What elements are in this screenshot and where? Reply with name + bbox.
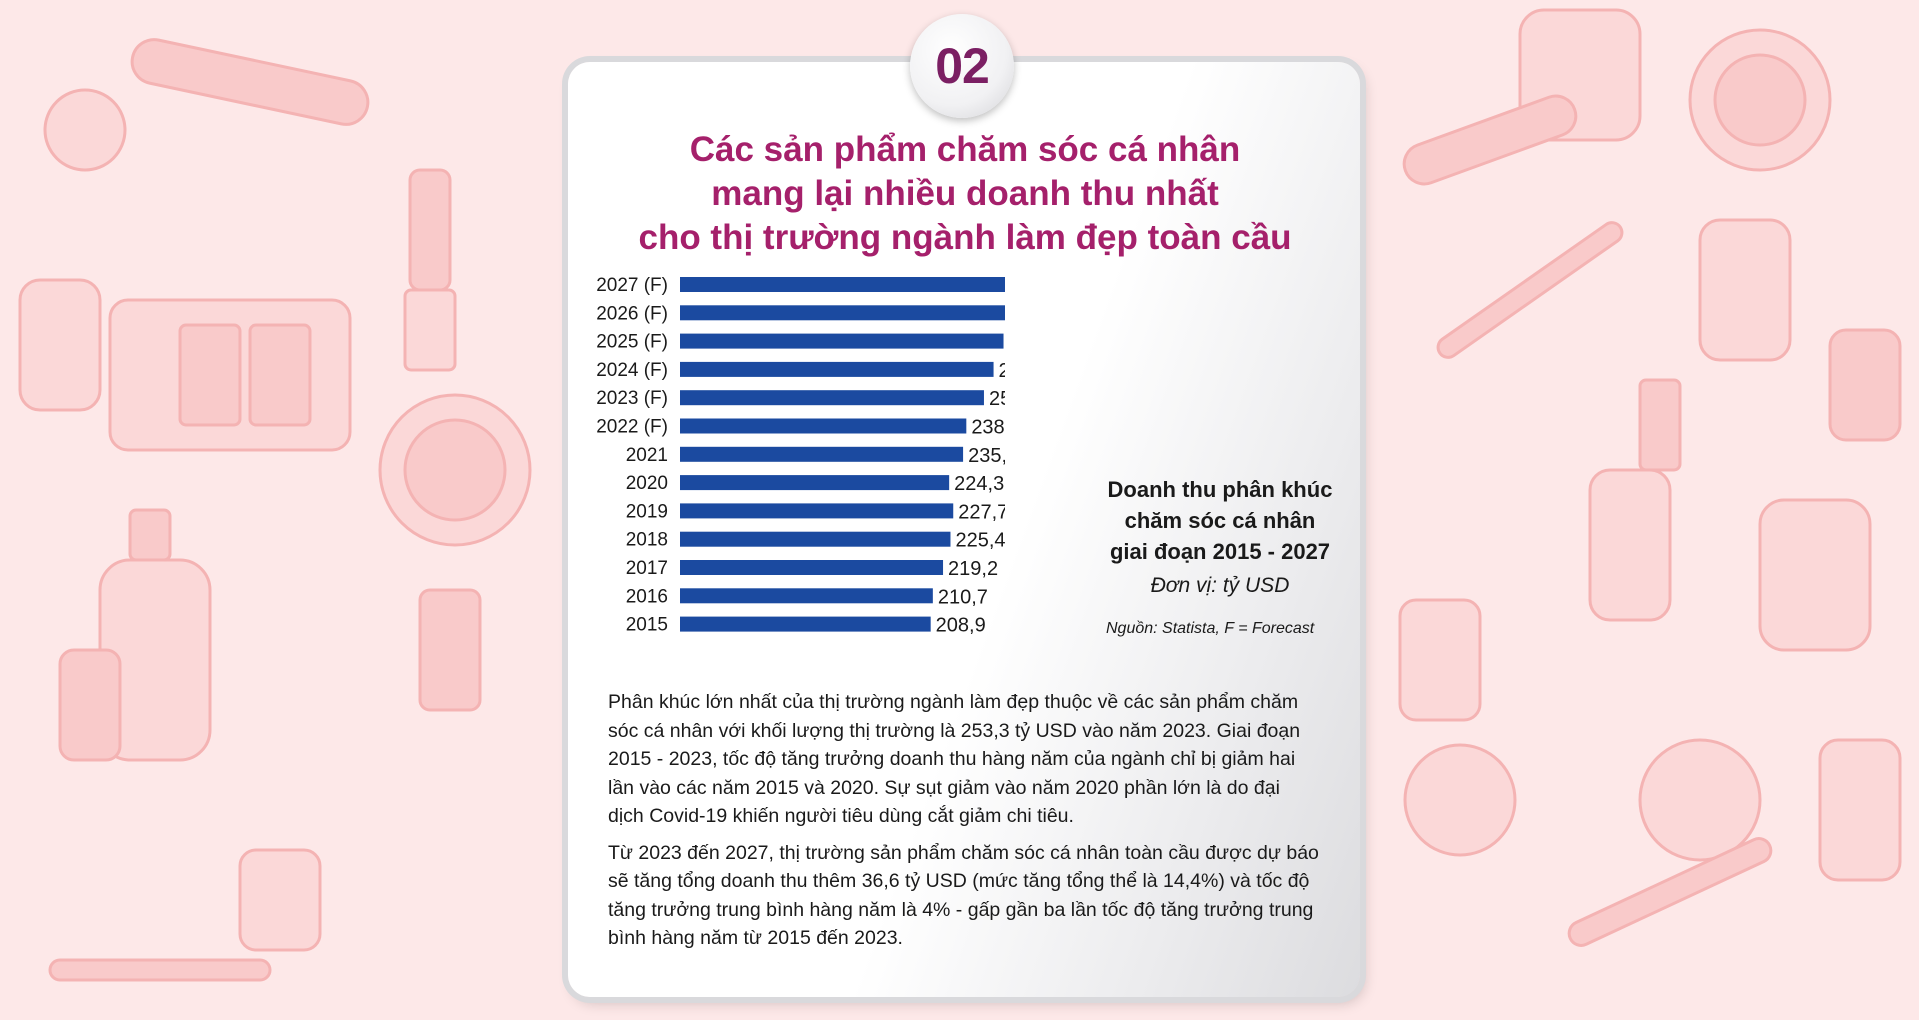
title-line-3: cho thị trường ngành làm đẹp toàn cầu [638,218,1292,257]
infographic-title: Các sản phẩm chăm sóc cá nhân mang lại n… [600,128,1330,260]
bar [680,361,994,377]
bar [680,418,967,434]
bar [680,277,1005,292]
category-label: 2019 [626,501,668,522]
legend-line-2: chăm sóc cá nhân [1124,508,1316,533]
bar-value-label: 210,7 [938,586,988,608]
category-label: 2017 [626,558,668,579]
bar-value-label: 238,6 [971,417,1005,439]
infographic-card [568,62,1360,997]
category-label: 2026 (F) [596,303,668,324]
bar [680,616,931,632]
bar [680,475,950,491]
legend-line-1: Doanh thu phân khúc [1107,477,1333,502]
category-label: 2027 (F) [596,275,668,296]
legend-unit: Đơn vị: tỷ USD [1150,574,1290,597]
article-body: Phân khúc lớn nhất của thị trường ngành … [608,688,1320,961]
bar [680,390,984,406]
bar [680,446,964,462]
legend-line-3: giai đoạn 2015 - 2027 [1109,539,1331,564]
bar-value-label: 208,9 [936,615,986,637]
section-number: 02 [935,38,990,94]
category-label: 2024 (F) [596,360,668,381]
title-line-2: mang lại nhiều doanh thu nhất [711,174,1219,213]
bar-value-label: 224,3 [954,473,1004,495]
category-label: 2015 [626,615,668,636]
bar-value-label: 261,3 [999,360,1005,382]
bar-value-label: 219,2 [948,558,998,580]
section-number-badge: 02 [910,14,1014,118]
bar-value-label: 235,9 [968,445,1005,467]
category-label: 2016 [626,586,668,607]
bar [680,503,954,519]
bar [680,560,944,575]
body-paragraph-2: Từ 2023 đến 2027, thị trường sản phẩm ch… [608,841,1319,950]
bar-value-label: 227,7 [958,501,1005,523]
title-line-1: Các sản phẩm chăm sóc cá nhân [689,130,1241,169]
category-label: 2023 (F) [596,388,668,409]
bar-value-label: 253,3 [989,388,1005,410]
bar-value-label: 225,4 [955,530,1005,552]
category-label: 2025 (F) [596,332,668,353]
bar [680,531,951,547]
body-paragraph-1: Phân khúc lớn nhất của thị trường ngành … [608,691,1301,827]
chart-legend: Doanh thu phân khúc chăm sóc cá nhân gia… [1095,474,1345,601]
bar [680,333,1004,349]
category-label: 2022 (F) [596,417,668,438]
category-label: 2020 [626,473,668,494]
revenue-bar-chart: 2027 (F)289,92026 (F)279,12025 (F)269,62… [596,275,1005,637]
bar [680,305,1005,321]
category-label: 2018 [626,530,668,551]
bar [680,588,933,604]
chart-source: Nguồn: Statista, F = Forecast [1106,620,1315,637]
category-label: 2021 [626,445,668,466]
